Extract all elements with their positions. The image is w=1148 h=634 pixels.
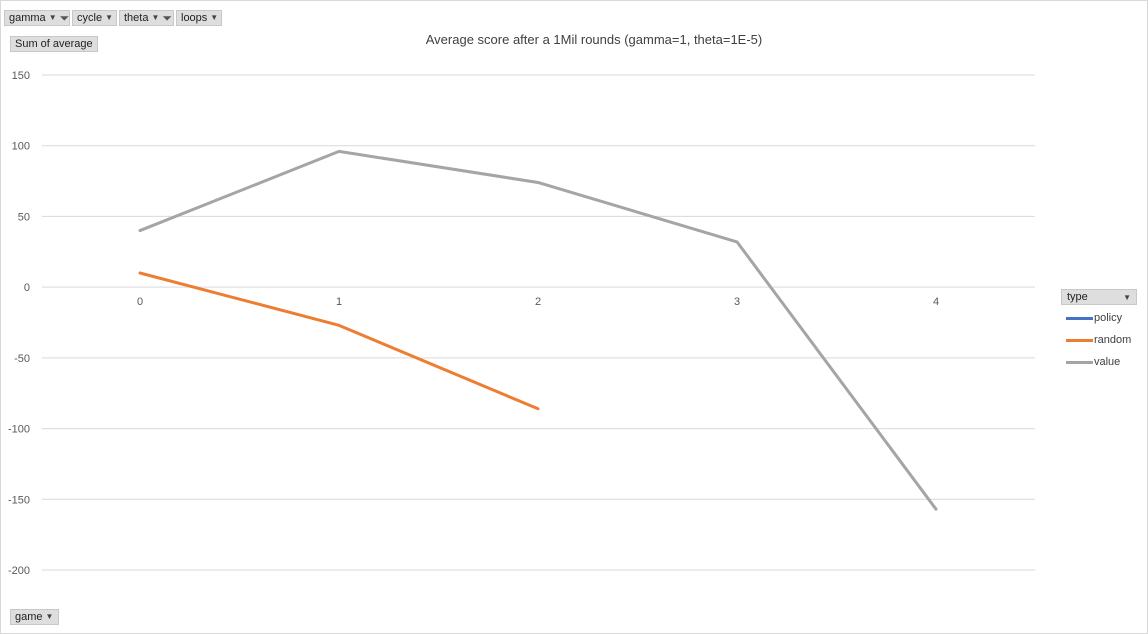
legend-item-policy: policy xyxy=(1066,311,1122,325)
gridlines xyxy=(42,74,1035,571)
funnel-filter-icon: ⏷ xyxy=(162,11,172,25)
x-tick-label: 4 xyxy=(933,296,939,308)
y-tick-label: -100 xyxy=(8,424,30,436)
y-tick-label: 100 xyxy=(12,141,30,153)
y-tick-label: 150 xyxy=(12,70,30,82)
dropdown-arrow-icon: ▼ xyxy=(45,612,54,621)
x-axis-ticks: 0 1 2 3 4 xyxy=(137,296,939,308)
filter-label-cycle: cycle xyxy=(77,12,103,24)
y-tick-label: -50 xyxy=(14,353,30,365)
legend-label-value: value xyxy=(1094,356,1121,368)
filter-button-theta[interactable]: theta ▼ ⏷ xyxy=(119,10,174,26)
x-tick-label: 1 xyxy=(336,296,342,308)
y-tick-label: 50 xyxy=(18,211,30,223)
y-tick-label: -150 xyxy=(8,494,30,506)
y-axis-ticks: 150 100 50 0 -50 -100 -150 -200 xyxy=(8,70,30,577)
value-field-button[interactable]: Sum of average xyxy=(10,36,98,52)
chart-title: Average score after a 1Mil rounds (gamma… xyxy=(426,32,763,47)
filter-button-loops[interactable]: loops ▼ xyxy=(176,10,222,26)
legend-swatch-policy xyxy=(1066,316,1093,320)
legend-item-value: value xyxy=(1066,355,1120,369)
series-line-random xyxy=(138,271,540,411)
y-tick-label: -200 xyxy=(8,565,30,577)
legend-type-dropdown[interactable]: type ▼ xyxy=(1061,289,1137,305)
filter-label-theta: theta xyxy=(124,12,149,24)
filter-button-cycle[interactable]: cycle ▼ xyxy=(72,10,117,26)
filter-label-gamma: gamma xyxy=(9,12,46,24)
legend-label-random: random xyxy=(1094,334,1132,346)
axis-field-game-button[interactable]: game ▼ xyxy=(10,609,59,625)
y-tick-label: 0 xyxy=(24,282,30,294)
legend-title: type xyxy=(1067,291,1088,303)
dropdown-arrow-icon: ▼ xyxy=(1123,292,1131,302)
x-tick-label: 0 xyxy=(137,296,143,308)
axis-field-label: game xyxy=(15,611,43,623)
series-line-value xyxy=(138,149,938,511)
legend-swatch-value xyxy=(1066,360,1093,364)
dropdown-arrow-icon: ▼ xyxy=(151,13,160,22)
dropdown-arrow-icon: ▼ xyxy=(210,13,219,22)
legend-item-random: random xyxy=(1066,333,1131,347)
funnel-filter-icon: ⏷ xyxy=(59,11,70,25)
x-tick-label: 3 xyxy=(734,296,740,308)
dropdown-arrow-icon: ▼ xyxy=(105,13,113,22)
x-tick-label: 2 xyxy=(535,296,541,308)
legend-label-policy: policy xyxy=(1094,312,1123,324)
filter-button-gamma[interactable]: gamma ▼ ⏷ xyxy=(4,10,70,26)
series-lines xyxy=(138,149,938,511)
legend-swatch-random xyxy=(1066,338,1093,342)
filter-label-loops: loops xyxy=(181,12,208,24)
dropdown-arrow-icon: ▼ xyxy=(48,13,57,22)
